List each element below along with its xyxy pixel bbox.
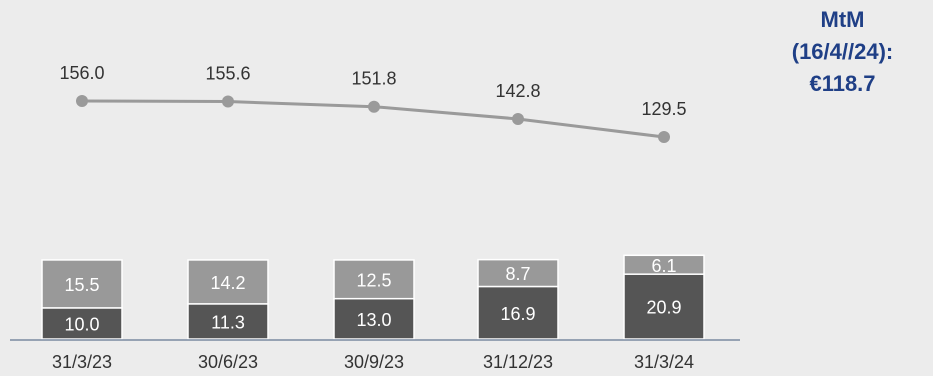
bar-top-label: 12.5 <box>356 270 391 290</box>
x-tick-label: 31/12/23 <box>483 352 553 372</box>
bar-segment-bottom <box>187 303 269 340</box>
x-tick-label: 31/3/23 <box>52 352 112 372</box>
bar-bottom-label: 10.0 <box>64 315 99 335</box>
line-point <box>512 112 524 125</box>
bar-bottom-label: 11.3 <box>211 312 245 332</box>
bar-top-label: 14.2 <box>210 273 245 293</box>
mtm-value: €118.7 <box>809 71 876 96</box>
bar-bottom-label: 20.9 <box>646 298 681 318</box>
line-point-label: 155.6 <box>205 64 250 84</box>
bar-bottom-label: 16.9 <box>500 304 535 324</box>
bar-top-label: 8.7 <box>505 264 530 284</box>
chart-canvas: 15.5 10.0 31/3/23 14.2 11.3 30/6/23 12.5 13.0 30… <box>10 63 740 372</box>
bar-segment-bottom <box>477 285 559 340</box>
x-tick-label: 30/6/23 <box>198 352 258 372</box>
bar-segment-bottom <box>333 297 415 340</box>
line-point-label: 129.5 <box>641 99 686 119</box>
mtm-annotation: MtM (16/4//24): €118.7 <box>760 4 925 100</box>
line-point-label: 156.0 <box>59 63 104 83</box>
bar-segment-top <box>41 259 123 309</box>
line-point <box>222 95 234 108</box>
bar-segment-bottom <box>41 307 123 340</box>
bar-top-label: 15.5 <box>64 275 99 295</box>
x-tick-label: 30/9/23 <box>344 352 404 372</box>
mtm-label: MtM <box>820 7 865 32</box>
x-tick-label: 31/3/24 <box>634 352 694 372</box>
line-point-label: 142.8 <box>495 81 540 101</box>
line-point <box>76 95 88 107</box>
line-point <box>658 131 670 144</box>
bar-segment-bottom <box>623 273 705 340</box>
line-point-label: 151.8 <box>351 69 396 89</box>
bar-bottom-label: 13.0 <box>356 310 391 330</box>
mtm-date: (16/4//24): <box>791 39 894 64</box>
bar-top-label: 6.1 <box>651 256 676 276</box>
line-point <box>368 100 380 113</box>
